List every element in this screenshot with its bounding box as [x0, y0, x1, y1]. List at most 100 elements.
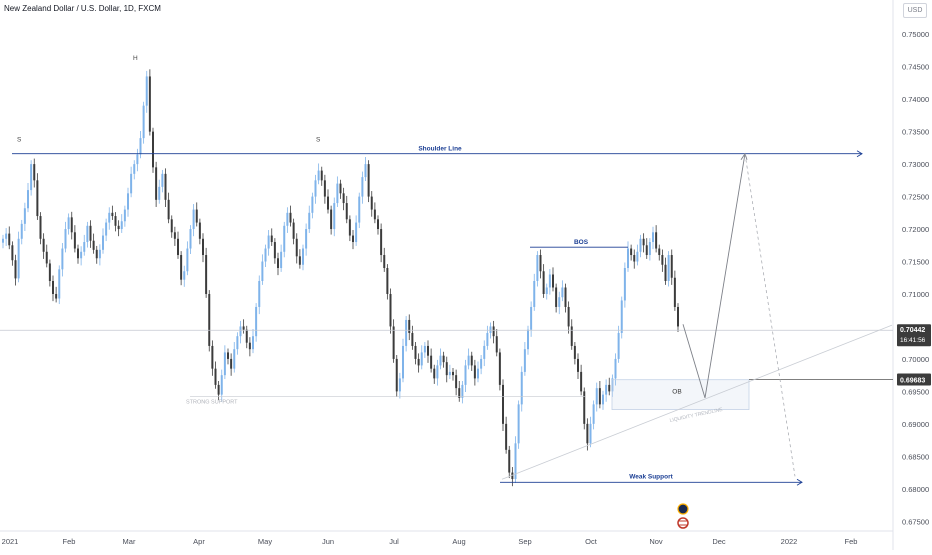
current-price-value: 0.70442 [900, 327, 925, 334]
candle-body [164, 173, 167, 200]
candle-body [155, 167, 158, 200]
candle-body [411, 332, 414, 346]
candle-body [289, 212, 292, 223]
candle-body [345, 203, 348, 220]
candle-body [639, 238, 642, 252]
candle-body [77, 248, 79, 259]
weak-support-label: Weak Support [629, 473, 673, 480]
candle-body [23, 208, 26, 224]
projection-dashed [744, 153, 796, 477]
candle-body [355, 222, 358, 243]
candle-body [177, 238, 179, 256]
bos-label: BOS [574, 239, 589, 246]
candle-body [420, 352, 423, 366]
candle-body [111, 212, 114, 217]
x-tick-label: Jul [389, 537, 399, 546]
candle-body [314, 180, 317, 197]
candle-body [258, 280, 261, 307]
candle-body [295, 238, 298, 257]
candle-body [98, 249, 101, 259]
candle-body [498, 352, 501, 385]
candle-body [55, 293, 58, 299]
candle-body [427, 345, 429, 356]
candle-body [102, 235, 104, 250]
right-shoulder-label: S [316, 136, 321, 143]
y-tick-label: 0.73500 [902, 128, 929, 137]
candle-body [436, 365, 439, 379]
order-block-label: OB [672, 389, 681, 396]
candle-body [45, 251, 48, 264]
candle-body [467, 355, 470, 366]
candle-body [455, 375, 458, 389]
candle-body [548, 274, 551, 288]
currency-button[interactable]: USD [903, 3, 927, 18]
x-tick-label: Mar [123, 537, 136, 546]
candle-body [80, 251, 83, 259]
candle-body [395, 358, 398, 392]
candle-body [64, 229, 67, 249]
candle-body [48, 263, 51, 281]
candle-body [536, 255, 539, 281]
candle-body [236, 336, 239, 350]
y-tick-label: 0.75000 [902, 30, 929, 39]
shoulder-line-arrow [856, 150, 863, 158]
candle-body [323, 180, 326, 197]
candle-body [505, 423, 508, 450]
candle-body [598, 388, 601, 405]
candle-body [223, 352, 226, 376]
candle-body [120, 221, 123, 230]
left-shoulder-label: S [17, 136, 22, 143]
x-tick-label: 2021 [2, 537, 19, 546]
candle-body [370, 196, 373, 210]
candle-body [545, 287, 548, 294]
candle-body [558, 297, 561, 307]
candle-body [261, 261, 264, 281]
candle-body [33, 164, 36, 181]
candle-body [273, 242, 276, 259]
candle-body [627, 248, 629, 269]
x-tick-label: Aug [452, 537, 465, 546]
candle-body [327, 196, 329, 210]
candle-body [339, 183, 342, 194]
candle-body [580, 371, 583, 392]
candle-body [208, 293, 211, 346]
candle-body [430, 355, 433, 369]
candle-body [14, 260, 17, 279]
y-tick-label: 0.72500 [902, 193, 929, 202]
candle-body [652, 232, 654, 243]
x-tick-label: Jun [322, 537, 334, 546]
symbol-title: New Zealand Dollar / U.S. Dollar, 1D, FX… [4, 4, 161, 13]
candle-body [202, 238, 204, 256]
x-tick-label: Oct [585, 537, 598, 546]
candle-body [123, 209, 126, 222]
candle-body [592, 404, 595, 424]
nz-flag-icon [677, 503, 689, 515]
candle-body [445, 362, 448, 376]
candle-body [633, 255, 636, 262]
candle-body [5, 233, 8, 239]
candle-body [245, 329, 248, 343]
candle-body [636, 251, 639, 262]
candle-body [595, 388, 598, 405]
candle-body [333, 203, 336, 230]
candle-body [373, 209, 376, 220]
candle-body [442, 355, 445, 363]
candle-body [39, 216, 42, 239]
candle-body [8, 233, 11, 246]
y-tick-label: 0.74000 [902, 95, 929, 104]
candle-body [520, 371, 523, 405]
candle-body [539, 255, 542, 272]
candle-body [389, 293, 392, 327]
candle-body [108, 212, 111, 223]
candle-body [614, 358, 617, 379]
candle-body [630, 248, 633, 256]
candle-body [61, 248, 64, 270]
candle-body [573, 345, 576, 359]
candle-body [570, 326, 573, 346]
candle-body [148, 76, 151, 132]
candle-body [311, 196, 314, 213]
candle-body [517, 404, 520, 444]
y-tick-label: 0.68000 [902, 485, 929, 494]
